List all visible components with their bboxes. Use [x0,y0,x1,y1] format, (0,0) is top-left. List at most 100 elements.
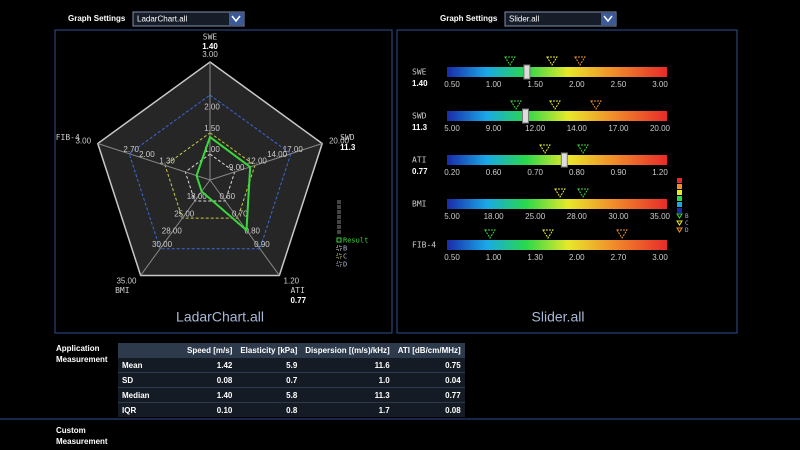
color-legend-swatch [677,190,682,195]
radar-axis-name: ATI [290,286,305,295]
row-label: IQR [118,402,183,417]
radar-axis-name: SWE [203,33,218,42]
slider-tick-label: 0.50 [444,253,460,262]
radar-axis [209,143,323,181]
dropdown-button[interactable] [601,13,615,25]
legend-label: D [343,261,347,269]
slider-tick-label: 14.00 [567,124,588,133]
radar-tick-label: 28.00 [162,226,183,235]
slider-tick-label: 0.90 [611,168,627,177]
legend-swatch [336,245,342,251]
slider-caption: Slider.all [532,309,585,325]
dropdown-value[interactable]: Slider.all [509,15,539,24]
slider-tick-label: 25.00 [525,212,546,221]
slider-tick-label: 12.00 [525,124,546,133]
slider-tick-label: 2.50 [611,80,627,89]
legend-marker [676,227,683,233]
radar-tick-label: 2.70 [123,145,139,154]
table-cell: 11.3 [301,387,394,403]
table-row: SD 0.08 0.7 1.0 0.04 [118,372,465,388]
slider-tick-label: 3.00 [652,80,668,89]
slider-tick-label: 1.00 [486,253,502,262]
result-polygon [195,135,252,233]
slider-thumb [560,152,568,168]
table-cell: 0.77 [393,387,465,403]
radar-tick-label: 20.00 [329,136,350,145]
slider-tick-label: 1.20 [652,168,668,177]
slider-tick-label: 1.00 [486,80,502,89]
table-cell: 5.9 [236,357,302,373]
slider-tick-label: 1.50 [527,80,543,89]
radar-tick-label: 1.00 [204,145,220,154]
radar-value: 11.3 [340,143,356,152]
settings-label: Graph Settings [440,14,498,23]
slider-value: 1.40 [412,79,428,88]
radar-tick-label: 0.60 [219,192,235,201]
color-legend-swatch [677,202,682,207]
legend-swatch [336,253,342,259]
column-header: ATI [dB/cm/MHz] [393,343,465,358]
settings-label: Graph Settings [68,14,126,23]
slider-name: FIB-4 [412,241,436,250]
radar-tick-label: 18.00 [187,192,208,201]
dropdown-box[interactable] [132,11,245,27]
legend-marker [676,213,683,219]
legend-swatch [336,237,342,243]
right-panel [396,29,738,334]
slider-tick-label: 20.00 [650,124,671,133]
reference-marker [577,144,589,154]
column-header: Elasticity [kPa] [236,343,302,358]
radar-value: 0.77 [290,296,306,305]
corner-cell [118,343,183,358]
slider-tick-label: 5.00 [444,212,460,221]
slider-name: SWD [412,112,427,121]
legend-swatch [337,210,341,214]
slider-tick-label: 0.60 [486,168,502,177]
legend-label: B [685,213,689,220]
color-legend-swatch [677,184,682,189]
slider-tick-label: 17.00 [608,124,629,133]
legend-swatch [337,225,341,229]
table-cell: 1.40 [183,387,237,403]
slider-tick-label: 5.00 [444,124,460,133]
radar-value: 1.40 [202,42,218,51]
legend-label: B [343,245,347,253]
slider-tick-label: 0.50 [444,80,460,89]
slider-tick-label: 0.20 [444,168,460,177]
legend-label: D [685,227,689,234]
reference-marker [539,144,551,154]
radar-tick-label: 0.80 [244,226,260,235]
dropdown[interactable]: LadarChart.all [132,11,245,27]
section-title: Custom Measurement [56,426,108,446]
reference-ring [128,94,292,250]
reference-marker [549,100,561,110]
row-label: Median [118,387,183,403]
dropdown-button[interactable] [229,13,243,25]
slider-thumb [523,64,531,80]
slider-bar [447,155,667,165]
slider-tick-label: 35.00 [650,212,671,221]
table-cell: 0.75 [393,357,465,373]
dropdown[interactable]: Slider.all [504,11,617,27]
slider-thumb [521,108,529,124]
legend-swatch [337,205,341,209]
legend-swatch [336,261,342,267]
reference-marker [504,56,516,66]
legend-swatch [337,220,341,224]
slider-tick-label: 9.00 [486,124,502,133]
dropdown-box[interactable] [504,11,617,27]
legend-label: C [343,253,347,261]
radar-tick-label: 12.00 [247,157,268,166]
dropdown-value[interactable]: LadarChart.all [137,15,187,24]
header-row: Speed [m/s] Elasticity [kPa] Dispersion [(… [118,343,465,358]
chevron [231,15,241,23]
radar-tick-label: 2.00 [139,150,155,159]
reference-marker [574,56,586,66]
row-label: SD [118,372,183,388]
radar-tick-label: 2.00 [204,103,220,112]
reference-ring [184,153,236,202]
slider-tick-label: 2.00 [569,80,585,89]
left-panel [54,29,393,334]
radar-tick-label: 1.30 [159,157,175,166]
